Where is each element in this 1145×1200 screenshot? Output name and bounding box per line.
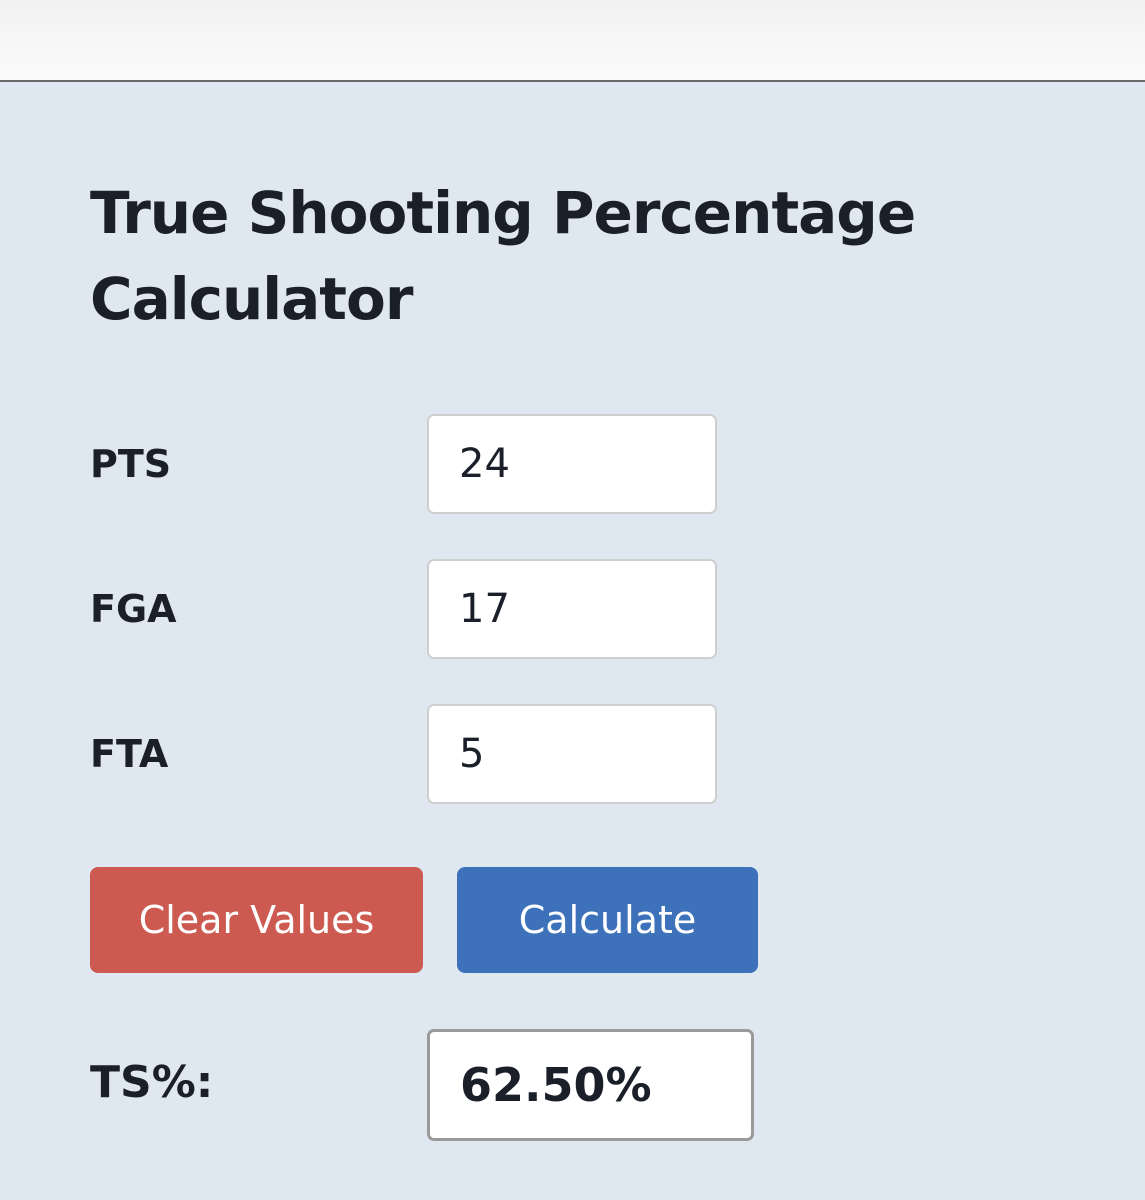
field-input[interactable]: 5 <box>427 704 717 804</box>
clear-button[interactable]: Clear Values <box>90 867 423 973</box>
field-input[interactable]: 17 <box>427 559 717 659</box>
calculate-button[interactable]: Calculate <box>457 867 758 973</box>
field-input[interactable]: 24 <box>427 414 717 514</box>
field-label: FTA <box>90 732 169 776</box>
field-label: FGA <box>90 587 177 631</box>
field-label: PTS <box>90 442 172 486</box>
title: True Shooting Percentage Calculator <box>90 179 916 333</box>
top-bar <box>0 0 1145 82</box>
result-label: TS%: <box>90 1057 214 1108</box>
result-output: 62.50% <box>427 1029 754 1141</box>
